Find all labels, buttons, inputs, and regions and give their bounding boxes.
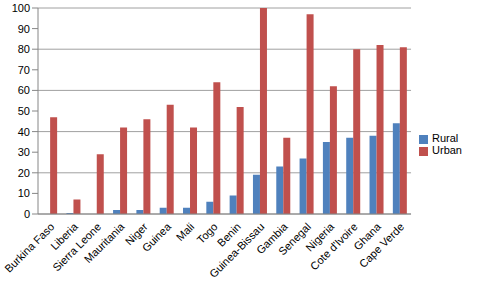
svg-text:Mauritania: Mauritania bbox=[82, 220, 127, 265]
svg-text:Benin: Benin bbox=[214, 220, 244, 249]
svg-text:Guinea-Bissau: Guinea-Bissau bbox=[206, 220, 267, 280]
svg-text:Sierra Leone: Sierra Leone bbox=[50, 220, 104, 274]
svg-text:Gambia: Gambia bbox=[254, 220, 290, 257]
html-text:Rural: Rural bbox=[432, 132, 459, 144]
svg-text:0: 0 bbox=[24, 208, 30, 220]
svg-text:Niger: Niger bbox=[122, 220, 150, 248]
svg-text:Nigeria: Nigeria bbox=[303, 220, 337, 254]
svg-text:Mali: Mali bbox=[174, 220, 197, 243]
html-text:Urban: Urban bbox=[432, 144, 462, 156]
svg-text:Burkina Faso: Burkina Faso bbox=[8, 220, 57, 274]
svg-text:Senegal: Senegal bbox=[276, 220, 313, 257]
svg-text:30: 30 bbox=[18, 146, 30, 158]
svg-text:90: 90 bbox=[18, 23, 30, 35]
svg-text:Liberia: Liberia bbox=[48, 220, 80, 253]
svg-text:Guinea: Guinea bbox=[140, 220, 174, 254]
svg-text:10: 10 bbox=[18, 187, 30, 199]
svg-text:20: 20 bbox=[18, 167, 30, 179]
svg-text:70: 70 bbox=[18, 64, 30, 76]
svg-text:Ghana: Ghana bbox=[351, 220, 383, 253]
svg-text:Cape Verde: Cape Verde bbox=[357, 220, 407, 270]
svg-text:80: 80 bbox=[18, 43, 30, 55]
svg-text:100: 100 bbox=[12, 2, 30, 14]
svg-text:40: 40 bbox=[18, 126, 30, 138]
svg-text:50: 50 bbox=[18, 105, 30, 117]
svg-text:Togo: Togo bbox=[194, 220, 220, 246]
svg-text:Cote d'Ivoire: Cote d'Ivoire bbox=[308, 220, 360, 272]
svg-text:60: 60 bbox=[18, 84, 30, 96]
